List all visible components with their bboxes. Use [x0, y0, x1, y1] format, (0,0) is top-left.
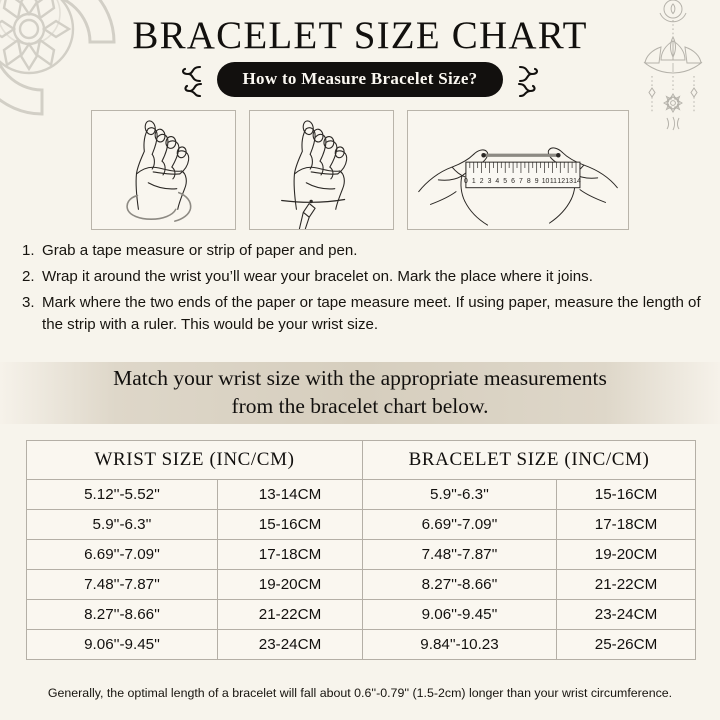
svg-text:4: 4 — [495, 178, 499, 185]
svg-text:0: 0 — [464, 178, 468, 185]
cell-bracelet-cm: 15-16CM — [555, 479, 697, 510]
cell-wrist-cm: 13-14CM — [217, 479, 363, 510]
cell-wrist-inch: 9.06''-9.45'' — [26, 629, 218, 660]
cell-bracelet-cm: 19-20CM — [555, 539, 697, 570]
svg-text:8: 8 — [527, 178, 531, 185]
svg-text:9: 9 — [535, 178, 539, 185]
header-wrist-size: WRIST SIZE (INC/CM) — [26, 440, 363, 480]
flourish-right-icon — [518, 65, 539, 97]
cell-bracelet-cm: 21-22CM — [555, 569, 697, 600]
cell-bracelet-cm: 25-26CM — [555, 629, 697, 660]
cell-bracelet-inch: 9.06''-9.45'' — [362, 599, 557, 630]
page-title: BRACELET SIZE CHART — [132, 14, 588, 57]
svg-text:14: 14 — [573, 178, 581, 185]
banner-line-2: from the bracelet chart below. — [231, 394, 489, 418]
svg-text:3: 3 — [488, 178, 492, 185]
how-to-measure-badge: How to Measure Bracelet Size? — [216, 62, 504, 97]
footer-note: Generally, the optimal length of a brace… — [47, 686, 673, 700]
badge-row: How to Measure Bracelet Size? — [0, 62, 720, 97]
svg-text:5: 5 — [503, 178, 507, 185]
cell-wrist-inch: 6.69''-7.09'' — [26, 539, 218, 570]
cell-wrist-cm: 15-16CM — [217, 509, 363, 540]
panel-mark-with-pen — [249, 110, 394, 230]
cell-wrist-inch: 8.27''-8.66'' — [26, 599, 218, 630]
svg-text:7: 7 — [519, 178, 523, 185]
cell-wrist-cm: 23-24CM — [217, 629, 363, 660]
table-header-row: WRIST SIZE (INC/CM) BRACELET SIZE (INC/C… — [26, 440, 697, 480]
table-row: 5.9''-6.3'' 15-16CM 6.69''-7.09'' 17-18C… — [26, 509, 697, 540]
flourish-left-icon — [181, 65, 202, 97]
step-text: Mark where the two ends of the paper or … — [42, 293, 701, 333]
table-row: 5.12''-5.52'' 13-14CM 5.9''-6.3'' 15-16C… — [26, 479, 697, 510]
table-row: 7.48''-7.87'' 19-20CM 8.27''-8.66'' 21-2… — [26, 569, 697, 600]
svg-text:1: 1 — [472, 178, 476, 185]
step-text: Wrap it around the wrist you’ll wear you… — [42, 267, 593, 285]
cell-wrist-cm: 19-20CM — [217, 569, 363, 600]
svg-text:11: 11 — [550, 178, 557, 185]
match-size-banner: Match your wrist size with the appropria… — [0, 362, 720, 424]
cell-wrist-inch: 7.48''-7.87'' — [26, 569, 218, 600]
step-number: 2. — [22, 267, 35, 285]
panel-wrap-tape-around-wrist — [91, 110, 236, 230]
cell-bracelet-cm: 23-24CM — [555, 599, 697, 630]
cell-wrist-inch: 5.12''-5.52'' — [26, 479, 218, 510]
step-item: 3. Mark where the two ends of the paper … — [22, 292, 706, 336]
step-number: 1. — [22, 242, 35, 259]
banner-line-1: Match your wrist size with the appropria… — [113, 366, 607, 391]
cell-wrist-cm: 21-22CM — [217, 599, 363, 630]
cell-bracelet-inch: 8.27''-8.66'' — [362, 569, 557, 600]
size-chart-table: WRIST SIZE (INC/CM) BRACELET SIZE (INC/C… — [26, 440, 697, 660]
fist-with-tape-loop-icon — [126, 120, 192, 222]
svg-text:13: 13 — [565, 178, 573, 185]
svg-text:12: 12 — [557, 178, 565, 185]
cell-wrist-inch: 5.9''-6.3'' — [26, 509, 218, 540]
table-row: 9.06''-9.45'' 23-24CM 9.84''-10.23 25-26… — [26, 629, 697, 660]
step-item: 2. Wrap it around the wrist you’ll wear … — [22, 266, 706, 288]
cell-bracelet-inch: 6.69''-7.09'' — [362, 509, 557, 540]
svg-text:2: 2 — [480, 178, 484, 185]
step-text: Grab a tape measure or strip of paper an… — [42, 242, 358, 259]
step-number: 3. — [22, 293, 35, 311]
cell-bracelet-inch: 9.84''-10.23 — [362, 629, 557, 660]
cell-bracelet-cm: 17-18CM — [555, 509, 697, 540]
svg-text:10: 10 — [542, 178, 550, 185]
svg-text:6: 6 — [511, 178, 515, 185]
fist-with-pen-marking-icon — [281, 120, 348, 229]
table-row: 8.27''-8.66'' 21-22CM 9.06''-9.45'' 23-2… — [26, 599, 697, 630]
cell-wrist-cm: 17-18CM — [217, 539, 363, 570]
cell-bracelet-inch: 5.9''-6.3'' — [362, 479, 557, 510]
step-item: 1. Grab a tape measure or strip of paper… — [22, 240, 706, 262]
header-bracelet-size: BRACELET SIZE (INC/CM) — [361, 440, 697, 480]
table-row: 6.69''-7.09'' 17-18CM 7.48''-7.87'' 19-2… — [26, 539, 697, 570]
measure-steps-list: 1. Grab a tape measure or strip of paper… — [22, 240, 706, 340]
cell-bracelet-inch: 7.48''-7.87'' — [362, 539, 557, 570]
